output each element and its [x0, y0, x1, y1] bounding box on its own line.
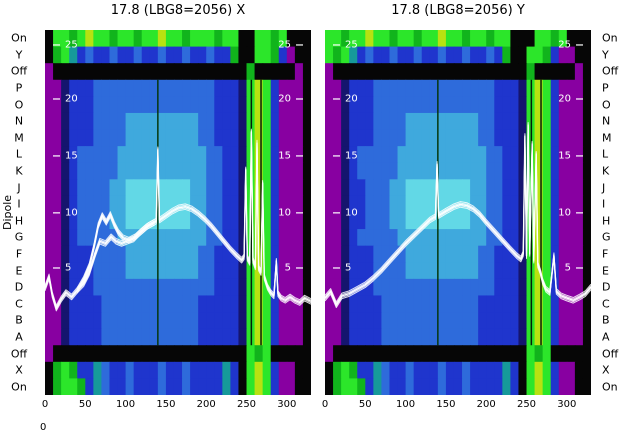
row-label: G: [14, 230, 24, 244]
row-label: L: [602, 147, 609, 161]
row-label: L: [15, 147, 23, 161]
x-tick-label: 250: [516, 399, 537, 410]
y-axis-label: Dipole: [1, 194, 15, 231]
row-label: On: [602, 380, 618, 394]
x-tick-label: 0: [41, 399, 49, 410]
row-label: On: [602, 31, 618, 45]
row-label: E: [602, 264, 609, 278]
row-label: A: [602, 330, 610, 344]
row-label: Off: [602, 347, 619, 361]
row-label: A: [15, 330, 23, 344]
row-label: D: [14, 280, 24, 294]
x-tick-label: 100: [396, 399, 416, 410]
x-axis-origin-tick: 0: [40, 422, 47, 433]
row-label: D: [602, 280, 611, 294]
row-label: K: [15, 164, 23, 178]
row-label: Off: [10, 347, 28, 361]
row-label: O: [602, 98, 611, 112]
row-label: P: [15, 81, 23, 95]
row-label: G: [602, 230, 611, 244]
x-tick-label: 150: [156, 399, 176, 410]
row-label: On: [11, 380, 27, 394]
x-ticks-1: 0 50 100 150 200 250 300: [321, 399, 591, 413]
row-label: Off: [10, 64, 28, 78]
heatmap-canvas-0: [45, 30, 311, 395]
row-label: K: [602, 164, 610, 178]
x-tick-label: 150: [436, 399, 456, 410]
panel-title-1: 17.8 (LBG8=2056) Y: [391, 3, 525, 18]
row-label: Off: [602, 64, 619, 78]
x-tick-label: 100: [116, 399, 136, 410]
row-label: N: [602, 114, 611, 128]
row-label: N: [14, 114, 24, 128]
row-label: O: [14, 98, 24, 112]
heatmap-canvas-1: [325, 30, 591, 395]
row-label: P: [602, 81, 609, 95]
x-tick-label: 300: [277, 399, 297, 410]
row-label: Y: [602, 48, 609, 62]
x-tick-label: 200: [196, 399, 216, 410]
x-tick-label: 300: [557, 399, 577, 410]
row-label: H: [602, 214, 611, 228]
row-label: J: [602, 181, 606, 195]
x-ticks-0: 0 50 100 150 200 250 300: [41, 399, 311, 413]
row-labels-right: On Y Off P O N M L K J I H G F E D C B A Off X On: [600, 0, 638, 440]
row-label: F: [15, 247, 23, 261]
row-label: M: [14, 131, 24, 145]
x-tick-label: 200: [476, 399, 496, 410]
row-label: J: [17, 181, 21, 195]
row-label: C: [15, 297, 23, 311]
row-label: On: [11, 31, 27, 45]
panel-title-0: 17.8 (LBG8=2056) X: [110, 3, 246, 18]
row-label: C: [602, 297, 610, 311]
row-label: E: [15, 264, 23, 278]
row-label: M: [602, 131, 612, 145]
row-label: B: [602, 313, 610, 327]
row-label: X: [602, 363, 610, 377]
row-label: I: [602, 197, 606, 211]
row-label: Y: [15, 48, 23, 62]
row-label: B: [15, 313, 23, 327]
x-tick-label: 0: [321, 399, 329, 410]
x-tick-label: 50: [78, 399, 92, 410]
x-tick-label: 50: [358, 399, 372, 410]
row-label: F: [602, 247, 609, 261]
row-label: X: [15, 363, 23, 377]
x-tick-label: 250: [236, 399, 257, 410]
